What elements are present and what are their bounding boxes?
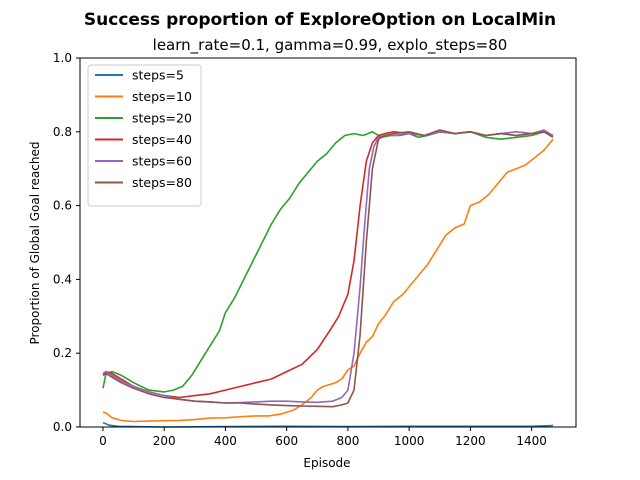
chart-subtitle: learn_rate=0.1, gamma=0.99, explo_steps=… (153, 36, 508, 55)
x-tick-label-0: 0 (99, 434, 107, 448)
chart-title: Success proportion of ExploreOption on L… (84, 10, 556, 30)
legend: steps=5 steps=10 steps=20 steps=40 steps=60 s… (87, 64, 202, 207)
y-tick-label-2: 0.4 (53, 272, 72, 286)
x-tick-label-6: 1200 (455, 434, 486, 448)
series-layer (102, 129, 554, 428)
y-tick-label-0: 0.0 (53, 420, 72, 434)
y-tick-label-3: 0.6 (53, 199, 72, 213)
x-tick-label-3: 600 (275, 434, 298, 448)
legend-box (87, 64, 202, 207)
x-tick-label-7: 1400 (516, 434, 547, 448)
series-line-5 (102, 129, 554, 408)
legend-label-3: steps=40 (132, 132, 192, 147)
y-axis-label: Proportion of Global Goal reached (28, 142, 42, 345)
y-tick-label-1: 0.2 (53, 346, 72, 360)
legend-label-5: steps=80 (132, 175, 192, 190)
x-tick-label-4: 800 (336, 434, 359, 448)
legend-label-1: steps=10 (132, 89, 192, 104)
x-tick-label-2: 400 (214, 434, 237, 448)
series-line-0 (102, 421, 554, 428)
x-tick-label-1: 200 (153, 434, 176, 448)
y-tick-label-4: 0.8 (53, 125, 72, 139)
legend-label-0: steps=5 (132, 68, 184, 83)
legend-label-4: steps=60 (132, 154, 192, 169)
x-tick-label-5: 1000 (394, 434, 425, 448)
legend-label-2: steps=20 (132, 111, 192, 126)
plot-frame (79, 57, 577, 428)
x-axis-label: Episode (303, 456, 350, 470)
y-tick-label-5: 1.0 (53, 51, 72, 65)
axes-layer: 0 200 400 600 800 1000 1200 1400 0.0 0.2 0.4 0.6 0.8… (53, 51, 577, 448)
